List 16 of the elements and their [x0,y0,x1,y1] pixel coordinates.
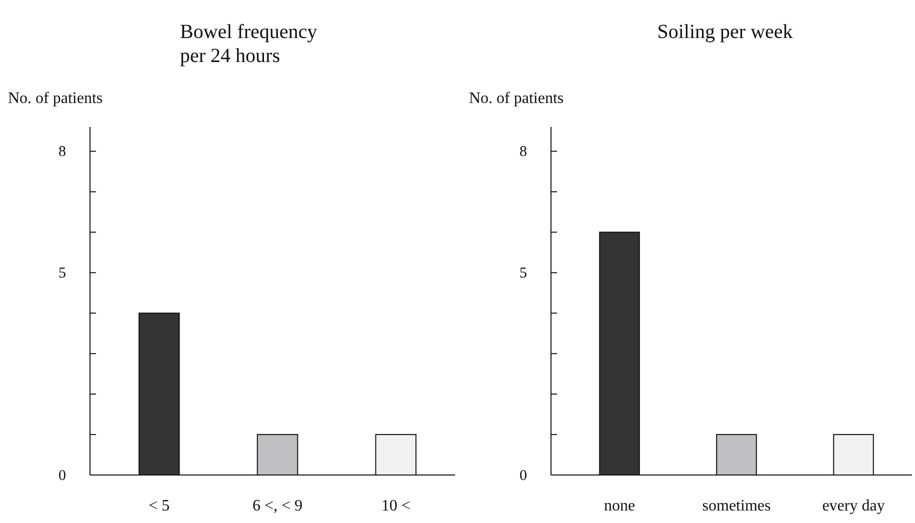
y-tick-label: 0 [520,468,527,484]
y-tick-label: 8 [58,144,66,160]
chart-title: Soiling per week [657,21,793,43]
x-tick-label: every day [822,497,885,514]
y-tick-label: 0 [58,468,66,484]
chart-title: Bowel frequency per 24 hours [180,21,318,67]
y-tick-label: 5 [58,265,66,282]
y-tick-label: 8 [520,144,527,160]
x-tick-label: < 5 [148,497,170,514]
x-tick-label: 10 < [381,497,410,514]
x-tick-label: 6 <, < 9 [252,497,303,514]
y-axis-title: No. of patients [469,90,564,107]
x-tick-label: none [604,497,636,514]
y-tick-label: 5 [520,265,527,282]
x-tick-label: sometimes [702,497,771,514]
y-axis-title: No. of patients [8,90,103,107]
